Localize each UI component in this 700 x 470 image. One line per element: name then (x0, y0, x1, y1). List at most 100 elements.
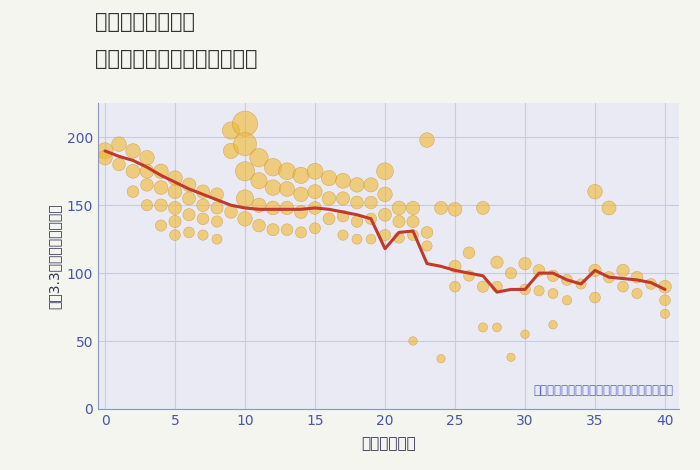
Point (99, 154, 111, 162)
Point (519, 330, 531, 338)
Point (281, 167, 293, 175)
Point (267, 164, 279, 171)
Point (309, 225, 321, 232)
Point (127, 147, 139, 155)
Point (365, 215, 377, 223)
Point (463, 249, 475, 257)
Point (379, 191, 391, 198)
Point (295, 208, 307, 216)
Point (351, 181, 363, 188)
Point (295, 172, 307, 179)
Point (323, 195, 335, 202)
Point (169, 231, 181, 239)
Point (183, 211, 195, 219)
Point (477, 324, 489, 331)
Point (561, 276, 573, 284)
Point (351, 199, 363, 206)
Point (631, 290, 643, 297)
Point (533, 266, 545, 274)
Point (589, 294, 601, 301)
Point (155, 202, 167, 209)
Y-axis label: 坪（3.3㎡）単価（万円）: 坪（3.3㎡）単価（万円） (47, 204, 61, 309)
Point (491, 283, 503, 290)
Point (365, 199, 377, 206)
Point (407, 337, 419, 345)
Point (449, 205, 461, 213)
Point (519, 260, 531, 267)
Point (281, 185, 293, 193)
Point (225, 147, 237, 155)
Point (169, 218, 181, 225)
Point (113, 161, 125, 168)
Point (337, 177, 349, 185)
Point (365, 181, 377, 188)
Point (239, 141, 251, 148)
Point (99, 147, 111, 155)
Point (183, 195, 195, 202)
Point (337, 231, 349, 239)
Point (267, 226, 279, 234)
Point (253, 222, 265, 229)
Point (407, 204, 419, 212)
Point (617, 266, 629, 274)
Point (449, 263, 461, 270)
Point (603, 204, 615, 212)
Point (155, 222, 167, 229)
Point (225, 127, 237, 134)
Point (239, 195, 251, 202)
Point (477, 204, 489, 212)
Point (645, 280, 657, 288)
Point (631, 274, 643, 281)
Point (295, 228, 307, 236)
Point (281, 204, 293, 212)
Point (225, 208, 237, 216)
Point (267, 204, 279, 212)
Point (365, 235, 377, 243)
Point (393, 234, 405, 242)
Point (617, 283, 629, 290)
Point (477, 283, 489, 290)
Text: 築年数別中古マンション価格: 築年数別中古マンション価格 (94, 49, 257, 70)
Point (253, 177, 265, 185)
Point (323, 174, 335, 182)
Point (505, 269, 517, 277)
Point (561, 297, 573, 304)
Point (421, 242, 433, 250)
Point (197, 202, 209, 209)
Point (589, 188, 601, 196)
Point (547, 290, 559, 297)
Point (449, 283, 461, 290)
Point (267, 184, 279, 191)
Point (407, 218, 419, 225)
Point (197, 188, 209, 196)
Point (155, 167, 167, 175)
Text: 円の大きさは、取引のあった物件面積を示す: 円の大きさは、取引のあった物件面積を示す (533, 384, 673, 397)
Point (169, 204, 181, 212)
Point (141, 202, 153, 209)
Point (491, 258, 503, 266)
Point (505, 353, 517, 361)
Point (463, 272, 475, 280)
Point (211, 218, 223, 225)
Point (379, 167, 391, 175)
Point (547, 272, 559, 280)
Point (113, 141, 125, 148)
Point (379, 211, 391, 219)
Point (253, 154, 265, 162)
Point (323, 215, 335, 223)
Point (281, 226, 293, 234)
Point (351, 235, 363, 243)
Point (435, 355, 447, 362)
Point (659, 297, 671, 304)
Point (169, 188, 181, 196)
Point (659, 283, 671, 290)
Point (211, 204, 223, 212)
Point (337, 195, 349, 202)
Point (253, 202, 265, 209)
Point (211, 235, 223, 243)
Point (547, 321, 559, 329)
Point (309, 167, 321, 175)
Point (197, 215, 209, 223)
Point (295, 191, 307, 198)
Point (575, 280, 587, 288)
